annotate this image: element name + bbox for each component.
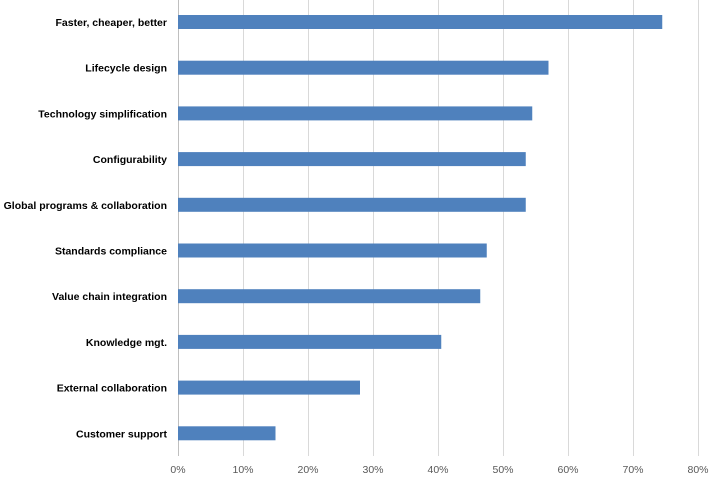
bars xyxy=(178,15,663,441)
category-label: Configurability xyxy=(93,154,167,166)
x-tick-label: 80% xyxy=(687,464,708,476)
x-tick-label: 30% xyxy=(362,464,383,476)
gridlines xyxy=(178,0,699,456)
x-tick-label: 10% xyxy=(232,464,253,476)
bar xyxy=(178,60,549,75)
x-tick-label: 70% xyxy=(622,464,643,476)
x-tick-label: 40% xyxy=(427,464,448,476)
bar xyxy=(178,289,481,304)
category-label: Global programs & collaboration xyxy=(4,200,167,212)
category-label: Customer support xyxy=(76,428,168,440)
bar xyxy=(178,426,276,441)
x-axis-tick-labels: 0% 10% 20% 30% 40% 50% 60% 70% 80% xyxy=(170,464,708,476)
x-tick-label: 50% xyxy=(492,464,513,476)
bar xyxy=(178,15,663,29)
category-label: External collaboration xyxy=(57,383,167,395)
bar xyxy=(178,334,442,349)
x-tick-label: 20% xyxy=(297,464,318,476)
category-label: Lifecycle design xyxy=(85,63,167,75)
category-label: Standards compliance xyxy=(55,246,167,258)
category-label: Faster, cheaper, better xyxy=(56,17,167,29)
bar xyxy=(178,106,533,121)
x-tick-label: 0% xyxy=(170,464,185,476)
bar xyxy=(178,243,487,258)
category-label: Technology simplification xyxy=(38,108,167,120)
category-labels: Faster, cheaper, better Lifecycle design T… xyxy=(4,17,168,440)
bar xyxy=(178,380,360,395)
x-tick-label: 60% xyxy=(557,464,578,476)
category-label: Knowledge mgt. xyxy=(86,337,167,349)
bar xyxy=(178,152,526,167)
bar xyxy=(178,197,526,212)
category-label: Value chain integration xyxy=(52,291,167,303)
